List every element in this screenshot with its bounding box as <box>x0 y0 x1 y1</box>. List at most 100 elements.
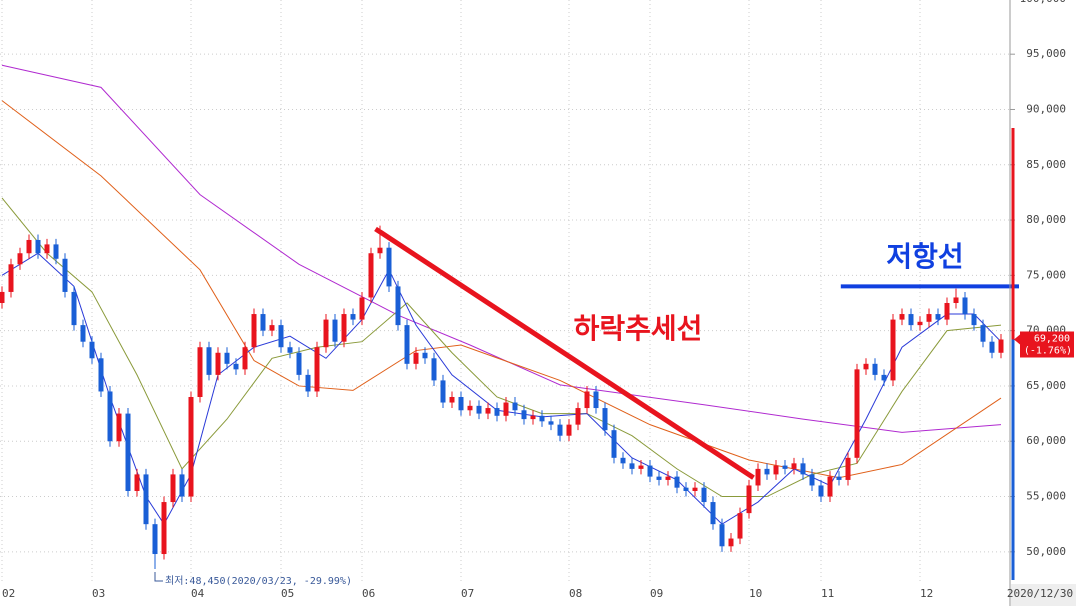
candle-body <box>800 463 806 475</box>
candle-body <box>8 264 14 292</box>
candle-body <box>917 321 923 326</box>
moving-average <box>1 100 1002 479</box>
candle-body <box>188 396 194 497</box>
candle-body <box>764 468 770 475</box>
moving-average <box>1 64 1002 433</box>
last-price: 69,200 <box>1034 333 1070 344</box>
candle-body <box>413 352 419 364</box>
candle-body <box>701 487 707 503</box>
candle-body <box>251 314 257 348</box>
candle-body <box>422 352 428 359</box>
candle-body <box>368 253 374 298</box>
candle-body <box>242 347 248 370</box>
candle-body <box>80 325 86 342</box>
candle-body <box>395 286 401 326</box>
candle-body <box>494 408 500 416</box>
candle-body <box>971 314 977 326</box>
low-marker <box>154 571 163 582</box>
candle-body <box>161 502 167 555</box>
candle-body <box>377 247 383 254</box>
x-tick-label: 02 <box>2 587 15 600</box>
y-tick-label: 90,000 <box>1026 102 1066 115</box>
y-tick-label: 50,000 <box>1026 545 1066 558</box>
price-box <box>1020 331 1074 358</box>
candle-body <box>35 239 41 254</box>
x-tick-label: 10 <box>749 587 762 600</box>
candle-body <box>179 474 185 497</box>
candle-body <box>467 405 473 411</box>
candle-body <box>809 474 815 486</box>
candle-body <box>854 369 860 458</box>
trend-line-label: 하락추세선 <box>574 312 703 345</box>
candle-body <box>89 341 95 359</box>
x-tick-label: 06 <box>362 587 375 600</box>
candle-body <box>125 413 131 491</box>
candle-body <box>143 474 149 525</box>
candle-body <box>827 476 833 497</box>
candle-body <box>710 502 716 525</box>
candle-body <box>278 325 284 348</box>
moving-average <box>1 197 1002 498</box>
candle-body <box>548 421 554 425</box>
candle-body <box>305 374 311 392</box>
candle-body <box>872 363 878 375</box>
candle-body <box>953 297 959 303</box>
candle-body <box>44 244 50 254</box>
x-tick-label: 11 <box>821 587 834 600</box>
candle-body <box>890 319 896 381</box>
y-tick-label: 75,000 <box>1026 268 1066 281</box>
x-tick-label: 07 <box>461 587 474 600</box>
y-tick-label: 80,000 <box>1026 213 1066 226</box>
candle-body <box>485 408 491 414</box>
candle-body <box>656 476 662 480</box>
candle-body <box>746 485 752 514</box>
candle-body <box>431 358 437 381</box>
candle-body <box>845 457 851 480</box>
y-tick-label: 100,000 <box>1020 0 1066 5</box>
candle-body <box>260 314 266 331</box>
candle-body <box>71 291 77 326</box>
candle-body <box>53 244 59 259</box>
candle-body <box>206 347 212 375</box>
x-tick-label: 03 <box>92 587 105 600</box>
candle-body <box>359 297 365 320</box>
candle-body <box>683 487 689 491</box>
candle-body <box>224 352 230 364</box>
x-tick-label: 05 <box>281 587 294 600</box>
candle-body <box>719 524 725 547</box>
candle-body <box>989 341 995 353</box>
candle-body <box>575 408 581 425</box>
candle-body <box>566 424 572 436</box>
candle-body <box>287 347 293 353</box>
candle-body <box>0 291 5 303</box>
candle-body <box>269 325 275 331</box>
candle-body <box>944 303 950 320</box>
candle-body <box>323 319 329 348</box>
candle-body <box>332 319 338 342</box>
candle-body <box>647 465 653 477</box>
last-date: 2020/12/30 <box>1007 587 1073 600</box>
candle-body <box>728 538 734 547</box>
candle-body <box>458 396 464 411</box>
candle-body <box>665 476 671 480</box>
candle-body <box>611 430 617 458</box>
y-tick-label: 95,000 <box>1026 47 1066 60</box>
candle-body <box>737 513 743 539</box>
candle-body <box>962 297 968 315</box>
candle-body <box>404 325 410 364</box>
candle-body <box>17 253 23 265</box>
candle-body <box>350 314 356 320</box>
candle-body <box>476 405 482 414</box>
candle-body <box>557 424 563 436</box>
candle-body <box>215 352 221 375</box>
candle-body <box>791 463 797 469</box>
candle-body <box>341 314 347 342</box>
candle-body <box>296 352 302 375</box>
candle-body <box>449 396 455 403</box>
candle-body <box>584 391 590 409</box>
candle-body <box>755 468 761 486</box>
x-tick-label: 08 <box>569 587 582 600</box>
candle-body <box>998 339 1004 353</box>
